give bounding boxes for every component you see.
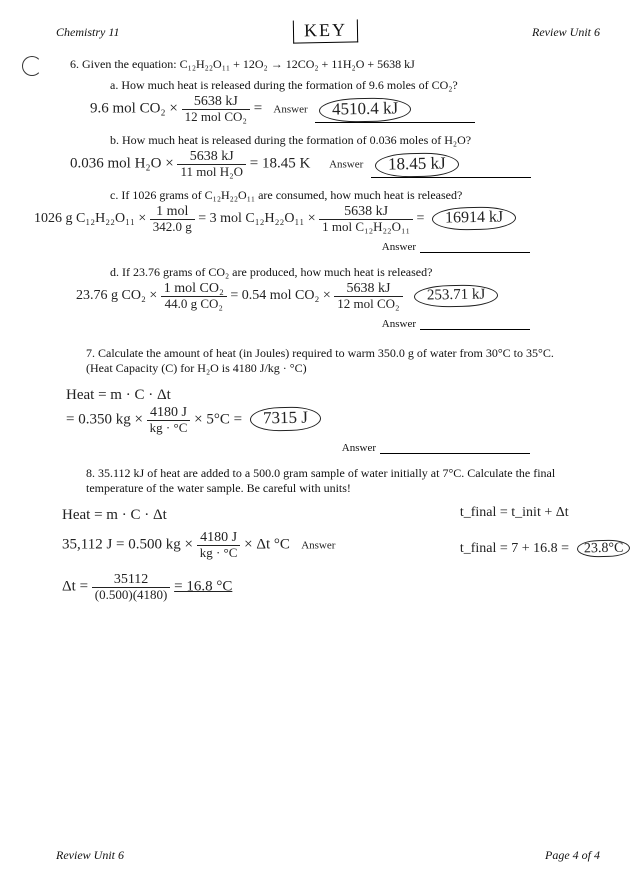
q7-den: kg · °C [147, 421, 191, 434]
worksheet-page: Chemistry 11 KEY Review Unit 6 6. Given … [0, 0, 640, 881]
q7-stem: 7. Calculate the amount of heat (in Joul… [86, 346, 560, 376]
answer-label: Answer [273, 103, 307, 115]
q6a-answer: 4510.4 kJ [319, 98, 412, 123]
q6c-work: 1026 g C₁₂H₂₂O₁₁ × 1 mol342.0 g = 3 mol … [34, 205, 600, 233]
answer-label: Answer [329, 158, 363, 170]
q7-l2a: = 0.350 kg × [66, 411, 147, 427]
q8-num: 4180 J [197, 531, 241, 546]
q6d-n2: 5638 kJ [334, 282, 402, 297]
q8-side2a: t_final = 7 + 16.8 = [460, 541, 569, 556]
q8-den: kg · °C [197, 546, 241, 559]
q6b-lead: 0.036 mol H₂O × [70, 155, 177, 171]
q8-final-answer: 23.8°C [576, 539, 630, 557]
q6c-d1: 342.0 g [150, 220, 195, 233]
q6c-n1: 1 mol [150, 205, 195, 220]
q8-work: Heat = m · C · Δt 35,112 J = 0.500 kg × … [62, 506, 600, 602]
q6a-prompt: a. How much heat is released during the … [110, 78, 600, 93]
q8-l3b: = 16.8 °C [174, 578, 232, 594]
q8-n3: 35112 [92, 573, 171, 588]
answer-label: Answer [382, 241, 416, 253]
q6d-prompt: d. If 23.76 grams of CO₂ are produced, h… [110, 265, 600, 280]
footer-right: Page 4 of 4 [545, 848, 600, 863]
q8-stem: 8. 35.112 kJ of heat are added to a 500.… [86, 466, 560, 496]
q6a-lead: 9.6 mol CO₂ × [90, 100, 182, 116]
q7-work: Heat = m · C · Δt = 0.350 kg × 4180 Jkg … [66, 386, 600, 434]
q6c-answer: 16914 kJ [432, 206, 517, 230]
q6d-d1: 44.0 g CO₂ [161, 297, 227, 310]
q6b-tail: = 18.45 K [250, 155, 311, 171]
q8-l3a: Δt = [62, 578, 92, 594]
q8-l2a: 35,112 J = 0.500 kg × [62, 536, 197, 552]
course-title: Chemistry 11 [56, 25, 119, 40]
q6d-d2: 12 mol CO₂ [334, 297, 402, 310]
unit-title: Review Unit 6 [532, 25, 600, 40]
q6c-tail: = [417, 211, 425, 226]
answer-label: Answer [301, 539, 335, 551]
q6c-lead: 1026 g C₁₂H₂₂O₁₁ × [34, 211, 150, 226]
key-stamp: KEY [293, 19, 358, 43]
q6b-num: 5638 kJ [177, 150, 246, 165]
answer-label: Answer [342, 442, 376, 454]
q6d-answer: 253.71 kJ [413, 284, 498, 307]
page-header: Chemistry 11 KEY Review Unit 6 [56, 20, 600, 43]
q6d-work: 23.76 g CO₂ × 1 mol CO₂44.0 g CO₂ = 0.54… [76, 282, 600, 310]
q6b-answer: 18.45 kJ [375, 153, 459, 178]
q6c-mid: = 3 mol C₁₂H₂₂O₁₁ × [198, 211, 319, 226]
q6a-tail: = [254, 100, 262, 116]
q7-num: 4180 J [147, 406, 191, 421]
q8-l2b: × Δt °C [244, 536, 290, 552]
q7-line1: Heat = m · C · Δt [66, 386, 600, 406]
q6a-den: 12 mol CO₂ [182, 110, 250, 123]
q6b-den: 11 mol H₂O [177, 165, 246, 178]
q6a-num: 5638 kJ [182, 95, 250, 110]
q6c-n2: 5638 kJ [319, 205, 413, 220]
q7-answer: 7315 J [250, 406, 321, 431]
footer-left: Review Unit 6 [56, 848, 124, 863]
q6a-work: 9.6 mol CO₂ × 5638 kJ12 mol CO₂ = Answer… [90, 95, 600, 123]
q8-d3: (0.500)(4180) [92, 588, 171, 601]
q6-stem: 6. Given the equation: C₁₂H₂₂O₁₁ + 12O₂ … [70, 57, 600, 72]
binder-ring [22, 56, 42, 76]
q6d-mid: = 0.54 mol CO₂ × [230, 288, 334, 303]
q6c-prompt: c. If 1026 grams of C₁₂H₂₂O₁₁ are consum… [110, 188, 600, 203]
q6c-d2: 1 mol C₁₂H₂₂O₁₁ [319, 220, 413, 233]
q7-l2b: × 5°C = [194, 411, 242, 427]
q6d-lead: 23.76 g CO₂ × [76, 288, 161, 303]
q6d-n1: 1 mol CO₂ [161, 282, 227, 297]
answer-label: Answer [382, 318, 416, 330]
q8-side1: t_final = t_init + Δt [460, 504, 630, 522]
q6b-work: 0.036 mol H₂O × 5638 kJ11 mol H₂O = 18.4… [70, 150, 600, 178]
page-footer: Review Unit 6 Page 4 of 4 [56, 848, 600, 863]
q6b-prompt: b. How much heat is released during the … [110, 133, 600, 148]
